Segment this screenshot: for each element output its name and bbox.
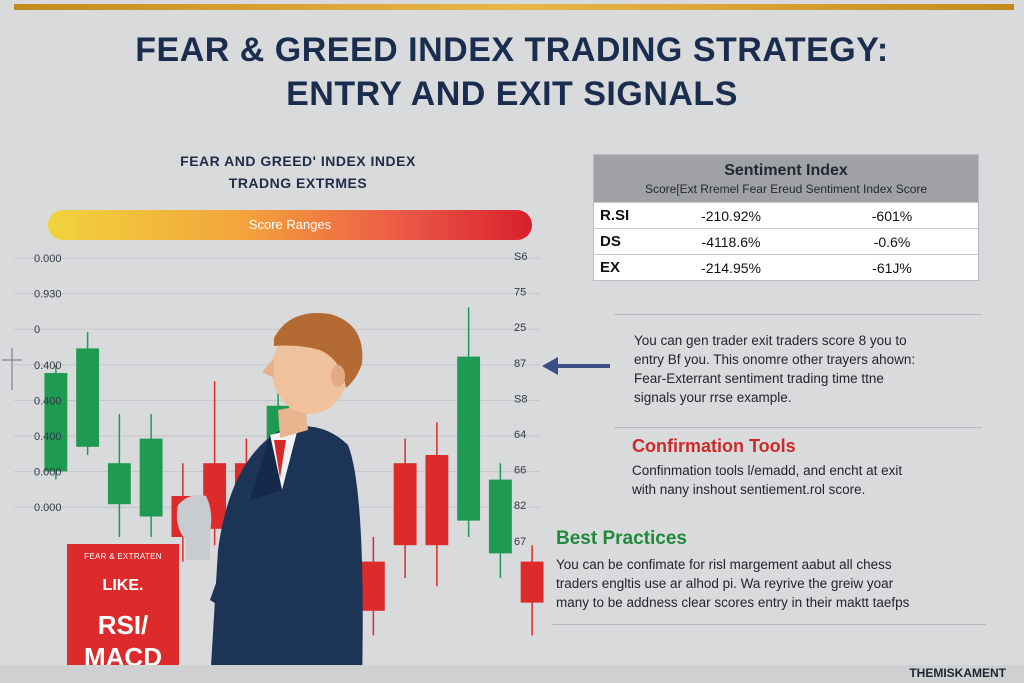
sentiment-index-table: Sentiment Index Score[Ext Rremel Fear Er… [593, 154, 979, 281]
confirmation-tools-body: Confinmation tools l/emadd, and encht at… [632, 461, 982, 499]
info-line: signals your rrse example. [634, 390, 792, 405]
chart-title-line2: TRADNG EXTRMES [228, 175, 368, 191]
sentiment-table-title: Sentiment Index [724, 162, 848, 179]
row-value-1: -4118.6% [701, 234, 761, 250]
row-label: DS [600, 233, 621, 250]
card-indicators: RSI/ MACD [67, 609, 179, 673]
page-title-line2: ENTRY AND EXIT SIGNALS [286, 75, 738, 113]
row-value-1: -210.92% [701, 208, 761, 224]
y-tick-right: 75 [514, 287, 526, 299]
y-tick-right: S8 [514, 393, 527, 405]
footer-strip [0, 665, 1024, 683]
table-row: DS -4118.6% -0.6% [594, 228, 978, 254]
candle-body [425, 455, 449, 546]
y-tick-right: 67 [514, 536, 526, 548]
info-line: Fear-Exterrant sentiment trading time tt… [634, 371, 884, 386]
confirmation-tools-heading: Confirmation Tools [632, 436, 796, 456]
row-value-2: -61J% [872, 260, 912, 276]
chart-title: FEAR AND GREED' INDEX INDEX TRADNG EXTRM… [128, 150, 468, 194]
row-value-2: -601% [871, 208, 913, 224]
y-tick-right: 66 [514, 465, 526, 477]
card-caption: FEAR & EXTRATEN [84, 552, 162, 561]
y-tick-left: 0.000 [34, 467, 62, 479]
row-value-1: -214.95% [701, 260, 761, 276]
chart-title-line1: FEAR AND GREED' INDEX INDEX [180, 153, 416, 169]
row-label: R.SI [600, 207, 630, 224]
info-line: entry Bf you. This onomre other trayers … [634, 352, 916, 367]
confirmation-line: Confinmation tools l/emadd, and encht at… [632, 463, 903, 478]
card-like: LIKE. [102, 577, 144, 594]
y-tick-right: S6 [514, 251, 527, 263]
brand-logo: THEMISKAMENT [909, 666, 1006, 680]
info-line: You can gen trader exit traders score 8 … [634, 333, 907, 348]
businessman-illustration [176, 313, 363, 683]
y-axis-left: 0.000 0.930 0 0.400 0.400 0.400 0.000 0.000 [34, 253, 62, 514]
y-tick-right: 82 [514, 500, 526, 512]
candle-body [457, 356, 481, 521]
page-title-line1: FEAR & GREED INDEX TRADING STRATEGY: [135, 31, 889, 69]
best-practices-line: You can be confimate for risl margement … [556, 557, 892, 572]
candle-body [44, 373, 68, 472]
arrow-left-icon [542, 357, 610, 375]
candle-body [488, 479, 512, 554]
best-practices-line: many to be addness clear scores entry in… [556, 595, 910, 610]
rsi-macd-card: FEAR & EXTRATEN LIKE. RSI/ MACD [67, 544, 179, 683]
best-practices-heading: Best Practices [556, 528, 687, 549]
candle-body [520, 561, 544, 603]
candle-body [393, 463, 417, 546]
page-title: FEAR & GREED INDEX TRADING STRATEGY: ENT… [0, 28, 1024, 116]
card-rsi: RSI/ [97, 610, 149, 640]
score-range-label: Score Ranges [248, 217, 332, 232]
sentiment-table-columns: Score[Ext Rremel Fear Ereud Sentiment In… [644, 182, 928, 196]
y-tick-right: 64 [514, 429, 526, 441]
best-practices-line: traders engltis use ar alhod pi. Wa reyr… [556, 576, 894, 591]
sentiment-table-header: Sentiment Index Score[Ext Rremel Fear Er… [594, 155, 978, 202]
y-tick-left: 0.400 [34, 395, 62, 407]
table-row: EX -214.95% -61J% [594, 254, 978, 280]
y-tick-left: 0.930 [34, 289, 62, 301]
table-row: R.SI -210.92% -601% [594, 202, 978, 228]
y-tick-left: 0 [34, 324, 40, 336]
info-panel: You can gen trader exit traders score 8 … [614, 314, 982, 428]
y-tick-right: 25 [514, 322, 526, 334]
y-tick-right: 87 [514, 358, 526, 370]
y-tick-left: 0.400 [34, 360, 62, 372]
top-accent-bar [14, 4, 1014, 10]
candle-body [361, 561, 385, 611]
y-tick-left: 0.000 [34, 253, 62, 265]
y-tick-left: 0.000 [34, 502, 62, 514]
best-practices-body: You can be confimate for risl margement … [556, 555, 986, 612]
candle-body [76, 348, 100, 447]
divider [552, 624, 986, 625]
y-tick-left: 0.400 [34, 431, 62, 443]
candle-body [139, 438, 163, 517]
candle-body [107, 463, 131, 505]
row-label: EX [600, 259, 621, 276]
confirmation-line: with nany inshout sentiement.rol score. [632, 482, 866, 497]
row-value-2: -0.6% [873, 234, 911, 250]
y-axis-right: S6 75 25 87 S8 64 66 82 67 [514, 251, 527, 548]
score-range-bar: Score Ranges [48, 210, 532, 240]
